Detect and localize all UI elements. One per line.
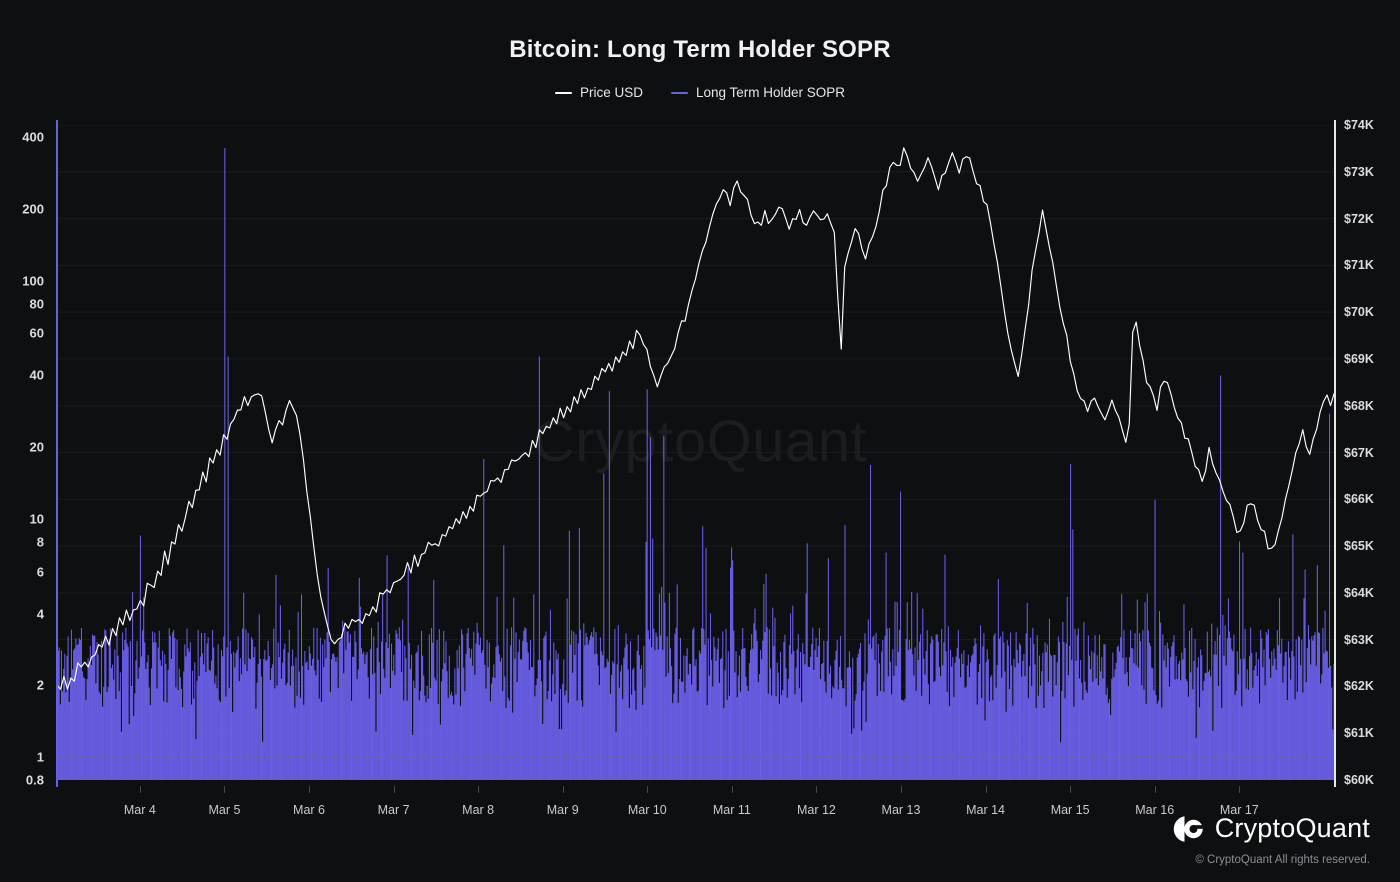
y-axis-left-tick: 6 <box>36 564 44 580</box>
x-axis-tick-label: Mar 16 <box>1135 803 1175 817</box>
y-axis-left-tick: 2 <box>36 677 44 693</box>
x-axis-tick-mark <box>985 786 987 793</box>
x-axis-tick-mark <box>1239 786 1241 793</box>
series-long-term-holder-sopr <box>56 148 1335 780</box>
y-axis-left-sopr: 0.8 1 2 4 6 8 10 20 40 60 80 100 200 400 <box>0 0 52 882</box>
y-axis-right-tick: $67K <box>1344 445 1374 460</box>
y-axis-right-tick: $61K <box>1344 726 1374 741</box>
page-title: Bitcoin: Long Term Holder SOPR <box>509 36 891 63</box>
sopr-spikes <box>56 148 1335 780</box>
x-axis-tick-mark <box>562 786 564 793</box>
y-axis-left-tick: 20 <box>29 439 44 455</box>
x-axis-tick-mark <box>731 786 733 793</box>
brand-name: CryptoQuant <box>1214 813 1370 843</box>
chart-svg <box>56 124 1335 781</box>
x-axis-tick-mark <box>1154 786 1156 793</box>
chart-legend: Price USD Long Term Holder SOPR <box>0 85 1400 100</box>
y-axis-right-tick: $68K <box>1344 398 1374 413</box>
x-axis-tick-mark <box>139 786 141 793</box>
y-axis-left-tick: 60 <box>29 325 44 341</box>
x-axis-tick-label: Mar 4 <box>123 803 156 817</box>
y-axis-right-tick: $60K <box>1344 773 1374 787</box>
y-axis-left-tick: 10 <box>29 511 44 527</box>
y-axis-left-tick: 1 <box>36 749 44 765</box>
copyright-text: © CryptoQuant All rights reserved. <box>1195 854 1370 866</box>
legend-item-long-term-holder-sopr[interactable]: Long Term Holder SOPR <box>670 85 846 100</box>
x-axis-tick-mark <box>901 786 902 793</box>
x-axis-tick-mark <box>224 786 226 793</box>
x-axis-tick-mark <box>647 786 649 793</box>
y-axis-left-tick: 100 <box>22 273 44 289</box>
legend-dash-icon <box>554 91 572 94</box>
legend-label: Price USD <box>579 85 643 100</box>
axis-spine <box>1334 120 1337 787</box>
y-axis-right-tick: $72K <box>1344 211 1374 226</box>
x-axis-tick-label: Mar 7 <box>377 803 410 817</box>
legend-dash-icon <box>670 91 688 94</box>
y-axis-right-tick: $69K <box>1344 351 1374 366</box>
brand-logo: CryptoQuant <box>1171 813 1370 844</box>
y-axis-right-price: $60K $61K $62K $63K $64K $65K $66K $67K $68K $69K… <box>1344 0 1400 882</box>
x-axis-tick-label: Mar 14 <box>966 803 1006 817</box>
x-axis-tick-label: Mar 9 <box>546 803 579 817</box>
y-axis-right-tick: $65K <box>1344 539 1374 554</box>
x-axis-tick-label: Mar 11 <box>712 803 751 817</box>
y-axis-left-tick: 400 <box>22 129 44 145</box>
y-axis-right-tick: $63K <box>1344 632 1374 647</box>
cryptoquant-logo-icon <box>1173 815 1203 842</box>
x-axis-tick-label: Mar 8 <box>462 803 495 817</box>
y-axis-left-tick: 200 <box>22 201 44 217</box>
y-axis-left-tick: 0.8 <box>25 772 44 788</box>
y-axis-left-tick: 80 <box>29 296 44 312</box>
legend-label: Long Term Holder SOPR <box>695 85 846 100</box>
x-axis-tick-mark <box>1070 786 1072 793</box>
x-axis-tick-mark <box>393 786 395 793</box>
series-price-usd <box>56 147 1335 690</box>
y-axis-right-tick: $66K <box>1344 492 1374 507</box>
x-axis-tick-label: Mar 10 <box>627 803 667 817</box>
legend-item-price-usd[interactable]: Price USD <box>554 85 643 100</box>
axis-spine <box>56 120 59 787</box>
x-axis-tick-label: Mar 13 <box>881 803 921 817</box>
x-axis-tick-mark <box>816 786 818 793</box>
x-axis-tick-label: Mar 5 <box>208 803 241 817</box>
y-axis-right-tick: $71K <box>1344 258 1374 273</box>
y-axis-right-tick: $64K <box>1344 585 1374 600</box>
y-axis-right-tick: $62K <box>1344 679 1374 694</box>
gridlines <box>57 124 1334 781</box>
x-axis-tick-mark <box>309 786 311 793</box>
x-axis-tick-label: Mar 17 <box>1219 803 1259 817</box>
y-axis-right-tick: $73K <box>1344 164 1374 179</box>
y-axis-right-tick: $74K <box>1344 118 1374 132</box>
x-axis-tick-label: Mar 6 <box>293 803 325 817</box>
x-axis-tick-label: Mar 12 <box>796 803 836 817</box>
y-axis-left-tick: 8 <box>36 534 44 550</box>
y-axis-left-tick: 40 <box>29 367 44 383</box>
y-axis-left-tick: 4 <box>36 606 44 622</box>
y-axis-right-tick: $70K <box>1344 305 1374 320</box>
x-axis-tick-mark <box>478 786 480 793</box>
x-axis-tick-label: Mar 15 <box>1050 803 1090 817</box>
plot-area <box>56 124 1335 781</box>
